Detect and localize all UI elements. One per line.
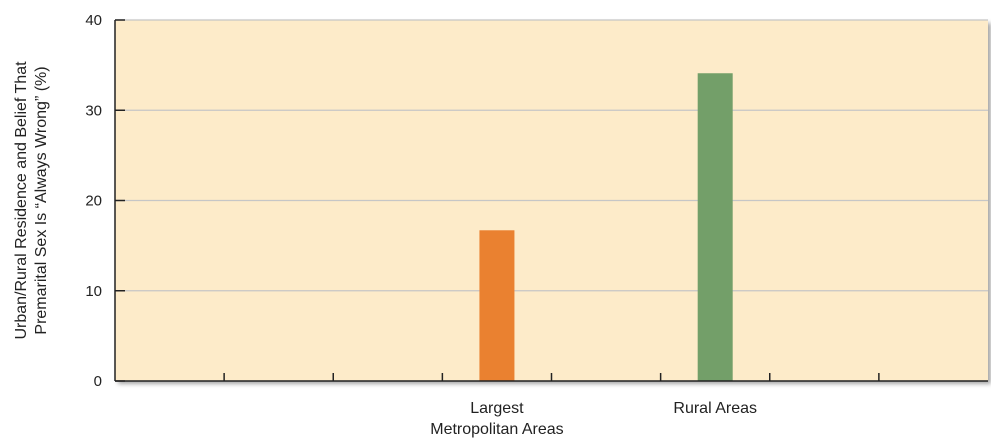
axes — [114, 19, 988, 382]
bar-largest-metropolitan-areas — [479, 230, 515, 381]
y-tick-label: 10 — [85, 283, 102, 300]
x-category-label: Largest — [470, 400, 524, 417]
y-axis-title: Urban/Rural Residence and Belief That — [13, 61, 30, 340]
bars — [479, 73, 733, 381]
y-tick-label: 30 — [85, 102, 102, 119]
gridlines — [115, 19, 988, 292]
x-category-label: Metropolitan Areas — [430, 421, 563, 438]
y-tick-label: 0 — [94, 373, 102, 390]
y-tick-label: 20 — [85, 193, 102, 210]
y-axis-title: Premarital Sex Is “Always Wrong” (%) — [33, 66, 50, 334]
labels: Largest Metropolitan Areas Rural Areas 0 10 2… — [13, 12, 757, 438]
x-category-label: Rural Areas — [673, 400, 757, 417]
bar-rural-areas — [697, 73, 733, 381]
y-tick-label: 40 — [85, 12, 102, 29]
